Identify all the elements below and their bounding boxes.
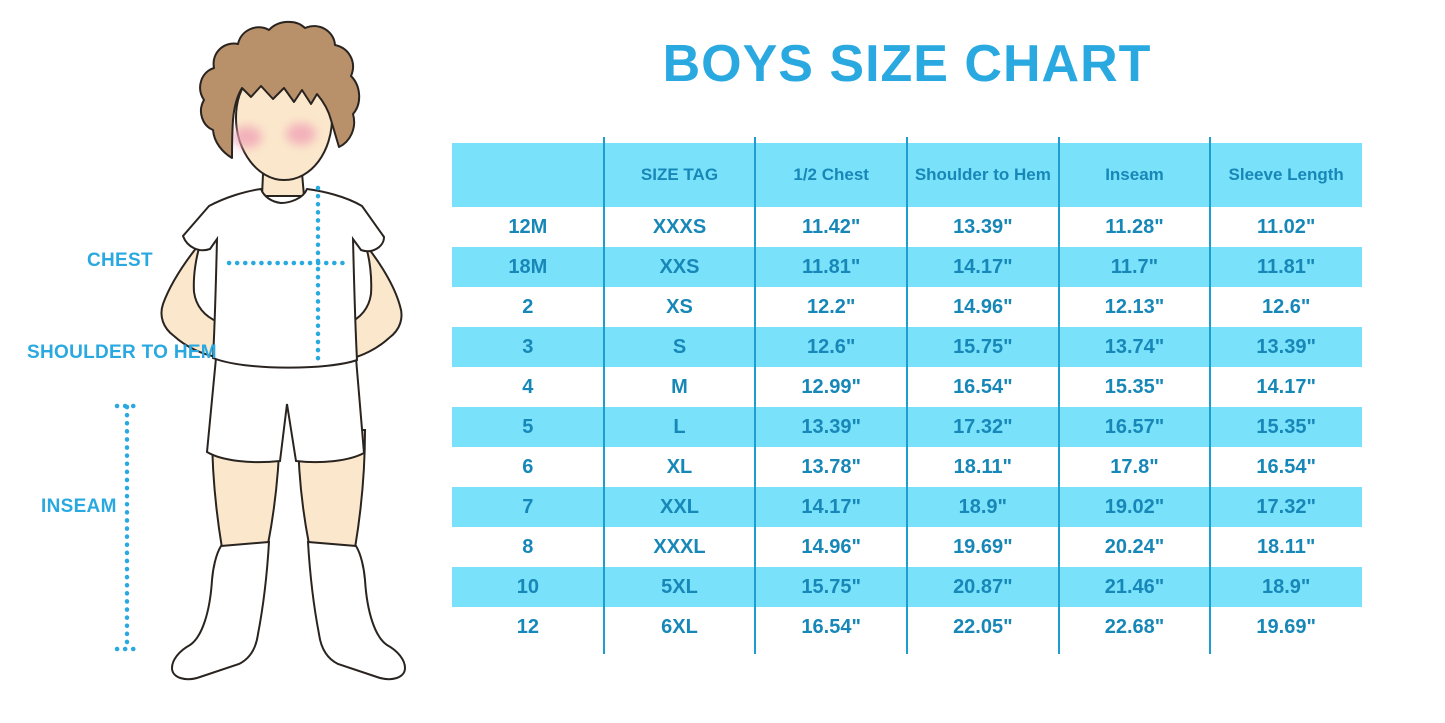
table-cell: M (603, 367, 756, 407)
boy-left-arm (160, 241, 220, 359)
header-cell: Shoulder to Hem (907, 143, 1059, 207)
table-cell: 8 (452, 527, 604, 567)
table-cell: XXS (603, 247, 756, 287)
table-cell: 14.96" (907, 287, 1059, 327)
table-cell: 16.54" (755, 607, 907, 647)
header-cell (452, 143, 604, 207)
header-cell: Sleeve Length (1210, 143, 1362, 207)
table-cell: 2 (452, 287, 604, 327)
table-cell: 22.05" (907, 607, 1059, 647)
table-cell: 3 (452, 327, 604, 367)
table-cell: 14.17" (907, 247, 1059, 287)
table-cell: 11.02" (1210, 207, 1362, 247)
boy-illustration (114, 20, 407, 681)
table-cell: 16.57" (1058, 407, 1211, 447)
size-table: SIZE TAG 1/2 Chest Shoulder to Hem Inseam Sl… (452, 137, 1362, 654)
table-cell: 17.32" (907, 407, 1059, 447)
chest-label: CHEST (87, 250, 153, 271)
table-cell: 12.2" (755, 287, 907, 327)
table-cell: 15.75" (755, 567, 907, 607)
table-cell: 12.6" (1210, 287, 1362, 327)
table-cell: 7 (452, 487, 604, 527)
table-cell: 19.69" (1210, 607, 1362, 647)
table-cell: 13.39" (755, 407, 907, 447)
boy-right-sock (306, 540, 407, 681)
table-cell: XL (603, 447, 756, 487)
table-cell: 12.99" (755, 367, 907, 407)
table-cell: 21.46" (1058, 567, 1211, 607)
table-cell: 15.75" (907, 327, 1059, 367)
table-cell: 11.7" (1058, 247, 1211, 287)
column-divider (1057, 137, 1060, 654)
header-cell: SIZE TAG (603, 143, 756, 207)
table-cell: 12 (452, 607, 604, 647)
table-cell: XXXL (603, 527, 756, 567)
table-cell: 10 (452, 567, 604, 607)
table-cell: 6XL (603, 607, 756, 647)
table-cell: 11.42" (755, 207, 907, 247)
boy-right-arm (345, 243, 403, 361)
table-cell: 18.9" (907, 487, 1059, 527)
table-cell: 15.35" (1210, 407, 1362, 447)
table-cell: 18M (452, 247, 604, 287)
boy-hair (199, 20, 361, 159)
table-cell: 5XL (603, 567, 756, 607)
header-cell: Inseam (1058, 143, 1211, 207)
table-cell: 5 (452, 407, 604, 447)
table-cell: 14.96" (755, 527, 907, 567)
table-cell: 11.81" (755, 247, 907, 287)
table-cell: 14.17" (1210, 367, 1362, 407)
inseam-label: INSEAM (41, 496, 117, 517)
table-cell: 17.8" (1058, 447, 1211, 487)
table-cell: 16.54" (907, 367, 1059, 407)
table-cell: XS (603, 287, 756, 327)
table-cell: S (603, 327, 756, 367)
header-cell: 1/2 Chest (755, 143, 907, 207)
boy-blush-left (232, 126, 262, 148)
table-cell: 17.32" (1210, 487, 1362, 527)
table-cell: XXL (603, 487, 756, 527)
table-cell: 6 (452, 447, 604, 487)
table-cell: 12.6" (755, 327, 907, 367)
table-cell: 12.13" (1058, 287, 1211, 327)
table-cell: 18.11" (1210, 527, 1362, 567)
boy-left-sock (170, 540, 271, 681)
table-cell: 15.35" (1058, 367, 1211, 407)
table-cell: 4 (452, 367, 604, 407)
table-cell: XXXS (603, 207, 756, 247)
column-divider (906, 137, 908, 654)
table-cell: 20.24" (1058, 527, 1211, 567)
boy-shorts (205, 356, 366, 464)
table-cell: 22.68" (1058, 607, 1211, 647)
table-cell: 19.02" (1058, 487, 1211, 527)
table-cell: 13.78" (755, 447, 907, 487)
table-cell: 18.11" (907, 447, 1059, 487)
table-cell: 16.54" (1210, 447, 1362, 487)
page-title: BOYS SIZE CHART (662, 35, 1152, 93)
column-divider (754, 137, 757, 654)
table-cell: 13.39" (1210, 327, 1362, 367)
shoulder-to-hem-label: SHOULDER TO HEM (27, 342, 217, 363)
table-cell: 11.81" (1210, 247, 1362, 287)
table-cell: 12M (452, 207, 604, 247)
table-cell: 13.74" (1058, 327, 1211, 367)
boy-blush-right (286, 123, 316, 145)
column-divider (602, 137, 605, 654)
table-cell: 20.87" (907, 567, 1059, 607)
table-cell: 13.39" (907, 207, 1059, 247)
table-cell: 18.9" (1210, 567, 1362, 607)
boy-shirt (181, 187, 386, 369)
table-cell: L (603, 407, 756, 447)
column-divider (1209, 137, 1212, 654)
table-cell: 14.17" (755, 487, 907, 527)
table-cell: 11.28" (1058, 207, 1211, 247)
table-cell: 19.69" (907, 527, 1059, 567)
